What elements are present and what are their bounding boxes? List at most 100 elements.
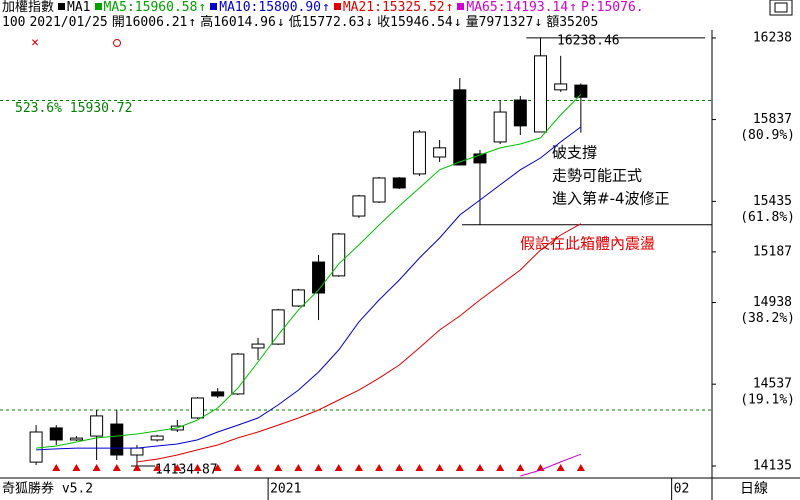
y-tick-label: 15837 <box>753 112 792 127</box>
header-item: ↑ <box>188 15 197 30</box>
signal-marker <box>233 464 242 471</box>
candle-body <box>433 147 447 158</box>
candle-body <box>211 391 225 397</box>
candle-body <box>352 195 366 217</box>
candle-body <box>534 55 547 133</box>
signal-marker <box>435 464 444 471</box>
candle-body <box>493 111 507 143</box>
header-item: ↑ <box>322 0 330 15</box>
signal-marker <box>455 464 464 471</box>
y-tick-label: 15187 <box>753 244 792 259</box>
signal-marker <box>72 464 81 471</box>
signal-marker <box>556 464 565 471</box>
window-button[interactable] <box>769 0 793 16</box>
candle-body <box>513 99 527 127</box>
ma-line <box>520 453 582 477</box>
y-tick-label: 14938 <box>753 295 792 310</box>
header-item: 低15772.63 <box>288 15 365 30</box>
candle-body <box>251 343 265 349</box>
y-tick-label: 15435 <box>753 194 792 209</box>
y-tick-note: (19.1%) <box>740 393 795 408</box>
candle-body <box>29 431 43 463</box>
ma-line <box>36 94 582 449</box>
signal-marker <box>475 464 484 471</box>
signal-marker <box>334 464 343 471</box>
y-tick-label: 14537 <box>753 377 792 392</box>
header-item: MA21:15325.52 <box>334 0 445 15</box>
header-item: MA5:15960.58 <box>95 0 198 15</box>
signal-marker <box>395 464 404 471</box>
header-item: ↓ <box>453 15 462 30</box>
candle-body <box>90 415 104 437</box>
header-item: ↑ <box>445 0 454 15</box>
signal-marker <box>132 464 141 471</box>
signal-marker <box>213 464 222 471</box>
x-tick-label: 02 <box>674 482 690 497</box>
candle-body <box>150 435 164 441</box>
signal-marker <box>274 464 283 471</box>
app-name: 奇狐勝券 v5.2 <box>2 481 93 497</box>
y-tick-note: (61.8%) <box>740 210 795 225</box>
header-line: 100 2021/01/25 開16006.21↑ 高16014.96↓ 低15772.… <box>2 15 772 30</box>
header-item: 100 <box>2 15 26 30</box>
marker-o <box>113 39 121 47</box>
note: 破支撐 <box>552 144 597 162</box>
marker-x: × <box>31 36 39 51</box>
header-line: 加權指數 MA1 MA5:15960.58↑ MA10:15800.90↑ MA21:1… <box>2 0 772 15</box>
ma-line <box>36 126 582 451</box>
box-note: 假設在此箱體內震盪 <box>520 235 655 253</box>
signal-marker <box>254 464 263 471</box>
header-item: 開16006.21 <box>111 15 188 30</box>
low-label: 14134.87 <box>155 463 218 478</box>
header-item: ↓ <box>365 15 374 30</box>
candle-body <box>574 84 588 98</box>
candle-body <box>312 261 326 294</box>
header-item: ↓ <box>276 15 285 30</box>
candle-body <box>191 397 204 419</box>
signal-marker <box>576 464 585 471</box>
high-label: 16238.46 <box>557 33 620 48</box>
header-item: ↑ <box>569 0 577 15</box>
candle-body <box>271 309 285 345</box>
window-icon <box>774 2 788 13</box>
note: 走勢可能正式 <box>552 167 642 185</box>
signal-marker <box>354 464 363 471</box>
candle-body <box>392 177 406 189</box>
y-tick-note: (80.9%) <box>740 128 795 143</box>
y-tick-label: 16238 <box>753 30 792 45</box>
signal-marker <box>193 464 202 471</box>
candle-body <box>110 423 124 456</box>
header-item: 2021/01/25 <box>29 15 108 30</box>
y-tick-note: (38.2%) <box>740 311 795 326</box>
header-item: MA1 <box>58 0 90 15</box>
period: 日線 <box>740 481 768 497</box>
header-item: MA10:15800.90 <box>210 0 321 15</box>
header-item: 高16014.96 <box>200 15 276 30</box>
header-item: ↑ <box>198 0 207 15</box>
candle-body <box>49 427 63 441</box>
candle-body <box>69 437 83 441</box>
signal-marker <box>496 464 505 471</box>
candle-body <box>554 83 568 91</box>
candle-body <box>473 153 487 164</box>
level-label: 523.6% 15930.72 <box>15 101 132 116</box>
candle-body <box>372 177 386 203</box>
signal-marker <box>314 464 323 471</box>
signal-marker <box>415 464 424 471</box>
signal-marker <box>173 464 182 471</box>
note: 進入第#-4波修正 <box>552 190 670 208</box>
header-item: ↓ <box>534 15 543 30</box>
header-item: MA65:14193.14 <box>457 0 568 15</box>
ma-line <box>136 223 582 463</box>
signal-marker <box>153 464 162 471</box>
signal-marker <box>516 464 525 471</box>
y-tick-label: 14135 <box>753 458 792 473</box>
header-item: 加權指數 <box>2 0 55 15</box>
header-item: P:15076. <box>580 0 644 15</box>
candle-body <box>453 89 467 166</box>
header-item: 收15946.54 <box>377 15 453 30</box>
signal-marker <box>92 464 101 471</box>
signal-marker <box>52 464 61 471</box>
